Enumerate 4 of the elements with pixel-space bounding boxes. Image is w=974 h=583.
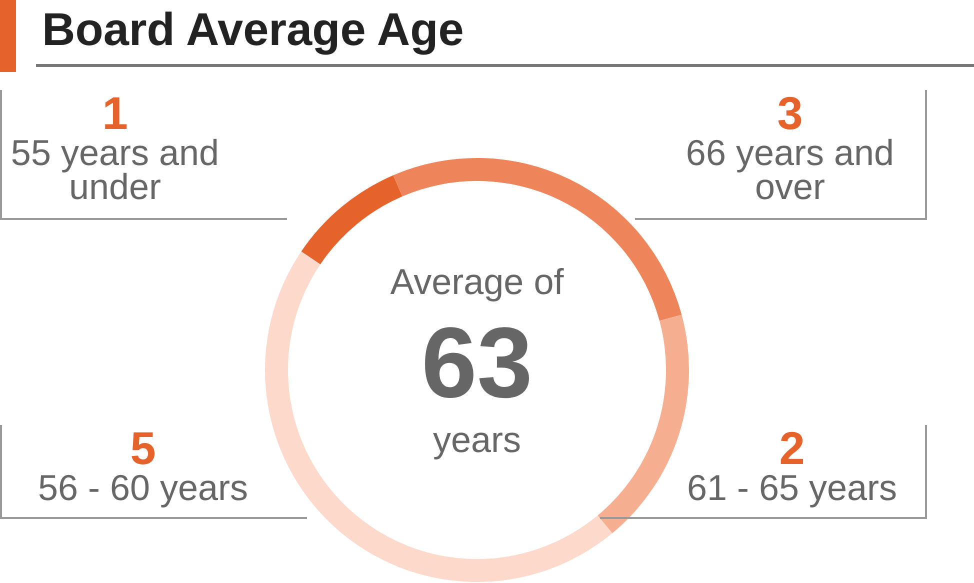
chart-title: Board Average Age: [42, 2, 464, 56]
text: years: [432, 419, 522, 460]
text: 63: [420, 307, 534, 419]
text: Average of: [389, 261, 565, 302]
